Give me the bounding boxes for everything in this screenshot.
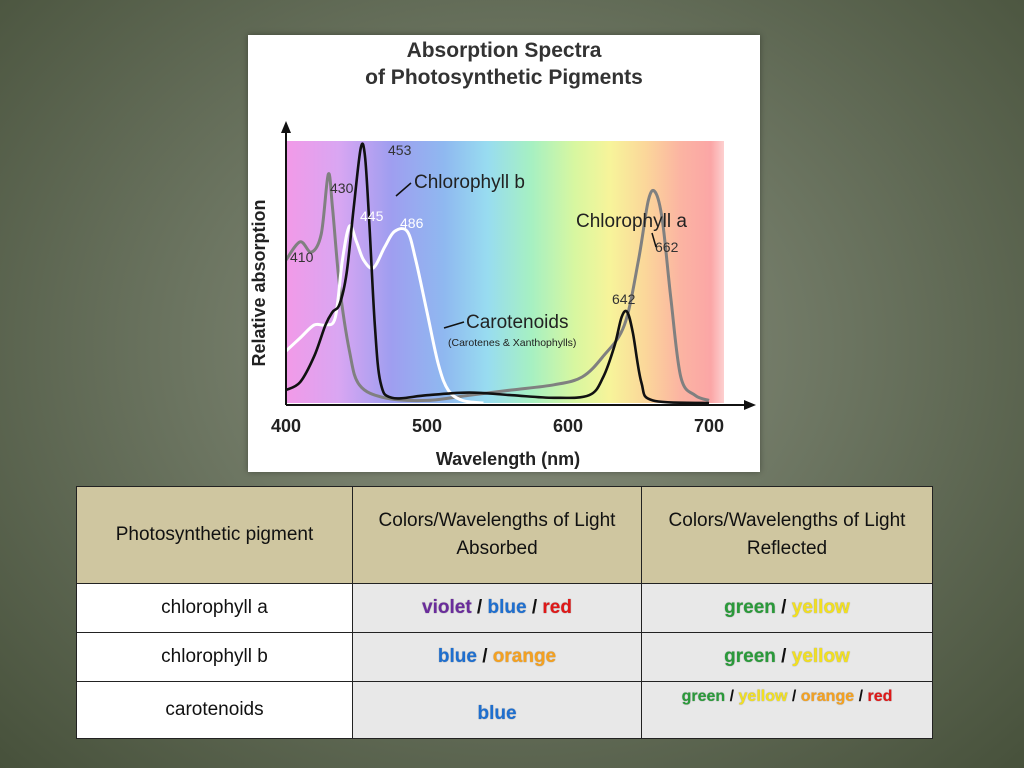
peak-label-430: 430 <box>330 180 354 196</box>
pigment-name: chlorophyll b <box>76 632 353 682</box>
separator: / <box>471 597 488 618</box>
peak-label-486: 486 <box>400 215 424 231</box>
absorbed-colors: blue / orange <box>352 632 642 682</box>
series-label-chlorophyll-a: Chlorophyll a <box>576 211 687 232</box>
series-line-chlorophyll-a <box>284 172 710 403</box>
x-tick-label: 600 <box>553 416 583 436</box>
header-reflected: Colors/Wavelengths of Light Reflected <box>641 486 933 584</box>
series-label-carotenoids: Carotenoids <box>466 312 568 333</box>
absorption-spectra-figure: Absorption Spectra of Photosynthetic Pig… <box>248 35 760 472</box>
series-layer <box>284 142 710 405</box>
peak-label-662: 662 <box>655 239 679 255</box>
peak-label-410: 410 <box>290 249 314 265</box>
table-row: chlorophyll a violet / blue / red green … <box>76 583 933 633</box>
x-axis-label: Wavelength (nm) <box>436 449 580 469</box>
chart-title-line-2: of Photosynthetic Pigments <box>365 66 643 89</box>
x-tick-layer: 400 500 600 700 <box>271 416 724 436</box>
absorption-spectra-chart: Absorption Spectra of Photosynthetic Pig… <box>249 39 756 469</box>
y-axis-label: Relative absorption <box>249 199 269 366</box>
peak-label-453: 453 <box>388 142 412 158</box>
visible-spectrum-band <box>286 141 724 403</box>
separator: / <box>787 688 801 705</box>
color-word-blue: blue <box>437 646 477 667</box>
leader-carotenoids <box>443 321 465 329</box>
color-word-violet: violet <box>422 597 472 618</box>
table-body: chlorophyll a violet / blue / red green … <box>76 583 933 739</box>
color-word-red: red <box>542 597 572 618</box>
separator: / <box>725 688 739 705</box>
leader-chlorophyll-a <box>651 232 657 248</box>
reflected-colors: green / yellow <box>641 632 933 682</box>
color-word-green: green <box>681 688 726 705</box>
series-label-chlorophyll-b: Chlorophyll b <box>414 172 525 193</box>
table-header-row: Photosynthetic pigment Colors/Wavelength… <box>76 486 933 584</box>
x-tick-label: 400 <box>271 416 301 436</box>
peak-label-642: 642 <box>612 291 636 307</box>
separator: / <box>526 597 543 618</box>
series-sublabel-carotenoids: (Carotenes & Xanthophylls) <box>448 337 576 349</box>
color-word-orange: orange <box>492 646 557 667</box>
pigment-name: chlorophyll a <box>76 583 353 633</box>
y-axis-arrow <box>281 121 291 133</box>
peak-label-445: 445 <box>360 208 384 224</box>
separator: / <box>854 688 868 705</box>
series-line-chlorophyll-b <box>285 142 710 405</box>
color-word-orange: orange <box>800 688 855 705</box>
separator: / <box>476 646 493 667</box>
x-axis-arrow <box>744 400 756 410</box>
color-word-yellow: yellow <box>791 597 850 618</box>
separator: / <box>775 646 792 667</box>
reflected-colors: green / yellow <box>641 583 933 633</box>
x-tick-label: 500 <box>412 416 442 436</box>
color-word-yellow: yellow <box>738 688 788 705</box>
color-word-blue: blue <box>487 597 527 618</box>
header-pigment: Photosynthetic pigment <box>76 486 353 584</box>
reflected-colors: green / yellow / orange / red <box>641 681 933 739</box>
leader-chlorophyll-b <box>395 182 412 197</box>
pigment-name: carotenoids <box>76 681 353 739</box>
header-absorbed: Colors/Wavelengths of Light Absorbed <box>352 486 642 584</box>
x-tick-label: 700 <box>694 416 724 436</box>
color-word-yellow: yellow <box>791 646 850 667</box>
table-row: carotenoids blue green / yellow / orange… <box>76 681 933 739</box>
separator: / <box>775 597 792 618</box>
absorbed-colors: violet / blue / red <box>352 583 642 633</box>
table-row: chlorophyll b blue / orange green / yell… <box>76 632 933 682</box>
chart-title-line-1: Absorption Spectra <box>407 39 602 62</box>
color-word-green: green <box>724 597 776 618</box>
absorbed-colors: blue <box>352 681 642 739</box>
color-word-green: green <box>724 646 776 667</box>
pigment-color-table: Photosynthetic pigment Colors/Wavelength… <box>76 486 933 739</box>
color-word-blue: blue <box>477 703 517 724</box>
color-word-red: red <box>867 688 893 705</box>
